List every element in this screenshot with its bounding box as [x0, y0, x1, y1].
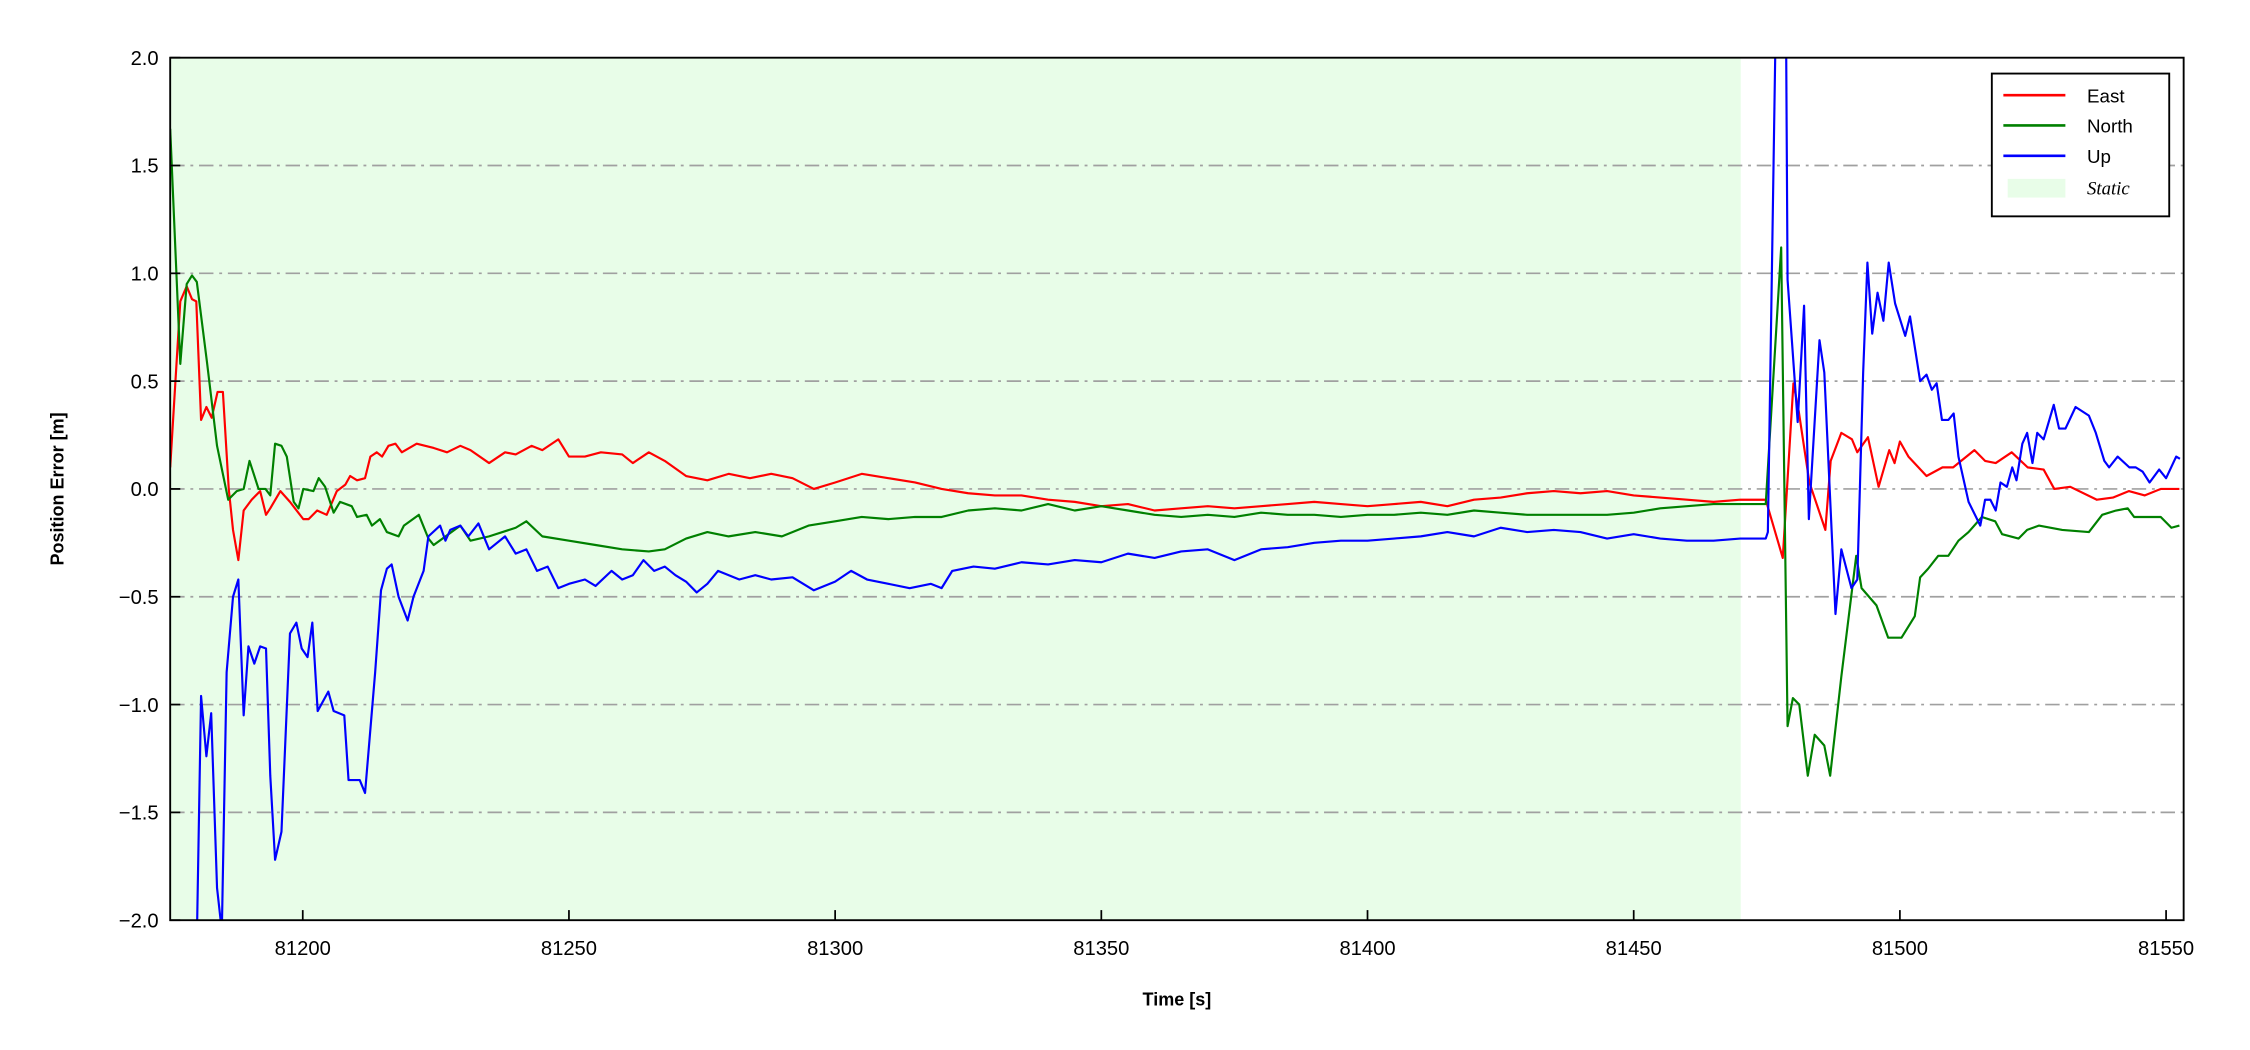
legend-static-label: Static	[2087, 179, 2130, 200]
y-axis-label: Position Error [m]	[47, 412, 67, 565]
x-tick-label: 81350	[1073, 938, 1129, 960]
y-tick-label: −1.5	[119, 803, 159, 825]
y-tick-label: 0.5	[131, 371, 159, 393]
series-line-up	[196, 57, 2181, 921]
x-tick-label: 81300	[807, 938, 863, 960]
x-tick-label: 81200	[275, 938, 331, 960]
x-tick-label: 81550	[2138, 938, 2194, 960]
x-axis-label: Time [s]	[1143, 989, 1212, 1009]
y-tick-label: −1.0	[119, 695, 159, 717]
y-tick-label: 1.0	[131, 264, 159, 286]
legend-north-label: North	[2087, 116, 2133, 137]
x-tick-label: 81500	[1872, 938, 1928, 960]
y-tick-label: −2.0	[119, 910, 159, 932]
y-tick-label: 1.5	[131, 156, 159, 178]
legend-up-label: Up	[2087, 146, 2111, 167]
y-tick-label: 0.0	[131, 479, 159, 501]
x-tick-label: 81250	[541, 938, 597, 960]
legend: East North Up Static	[1990, 72, 2171, 218]
series-line-east	[170, 285, 2180, 562]
x-tick-label: 81400	[1339, 938, 1395, 960]
legend-static-swatch	[2007, 178, 2066, 198]
y-tick-label: −0.5	[119, 587, 159, 609]
y-tick-label: 2.0	[131, 48, 159, 70]
x-tick-label: 81450	[1606, 938, 1662, 960]
series-line-north	[170, 128, 2180, 777]
legend-east-label: East	[2087, 85, 2125, 106]
